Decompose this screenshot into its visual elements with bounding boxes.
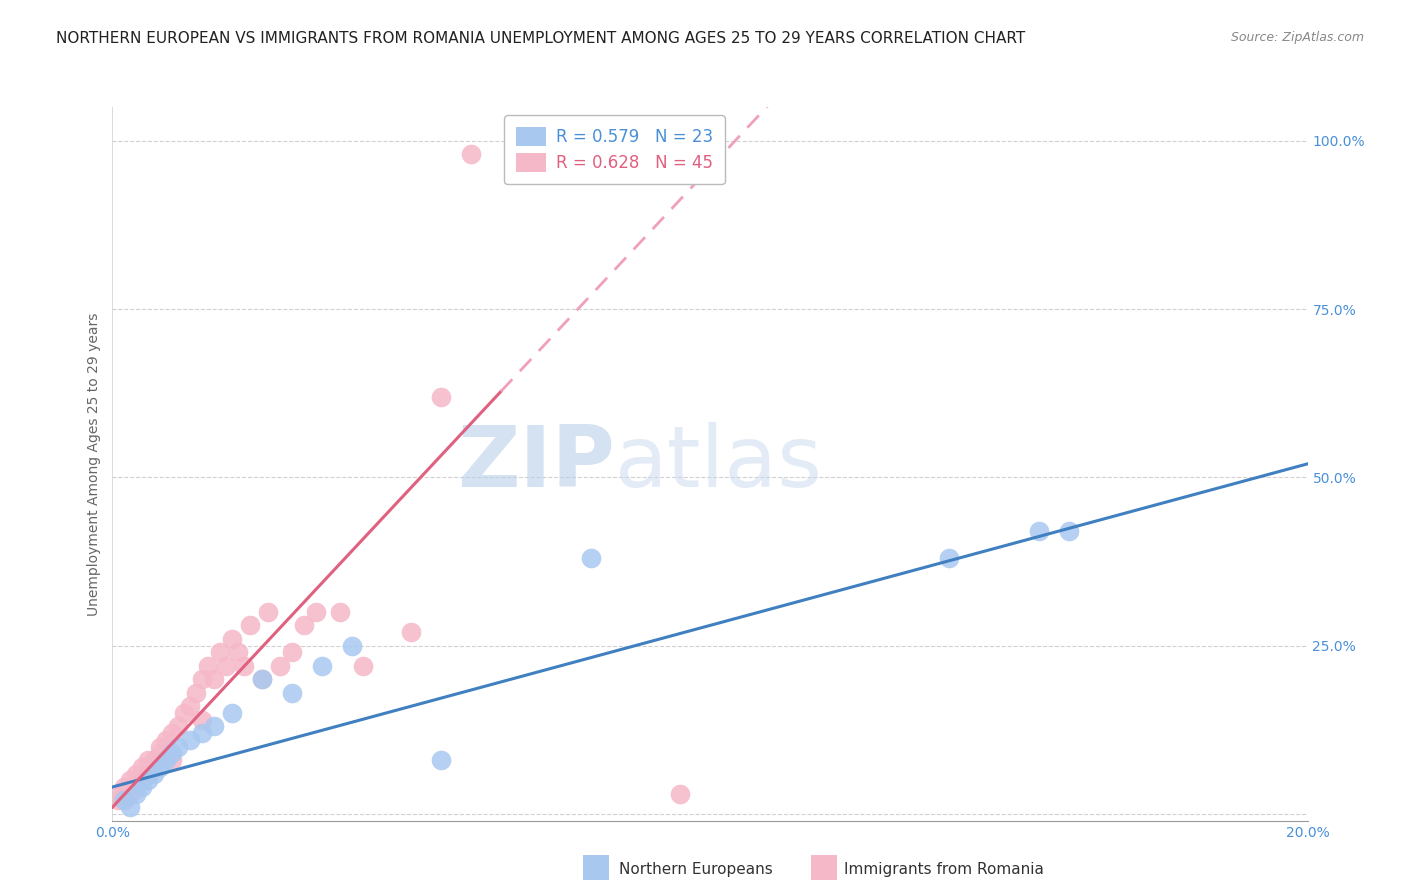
Point [226,645,249,659]
Point [167,739,190,754]
Point [401,625,423,640]
Point [155,732,177,747]
Point [138,766,160,780]
Point [162,753,183,767]
Point [149,739,172,754]
Text: NORTHERN EUROPEAN VS IMMIGRANTS FROM ROMANIA UNEMPLOYMENT AMONG AGES 25 TO 29 YE: NORTHERN EUROPEAN VS IMMIGRANTS FROM ROM… [56,31,1025,46]
Point [430,753,453,767]
Text: Northern Europeans: Northern Europeans [619,863,772,877]
Point [191,726,214,740]
Point [125,787,148,801]
Y-axis label: Unemployment Among Ages 25 to 29 years: Unemployment Among Ages 25 to 29 years [87,312,101,615]
Point [281,686,304,700]
Point [131,773,153,788]
Point [143,753,166,767]
Point [460,147,482,161]
Point [340,639,363,653]
Text: ZIP: ZIP [457,422,614,506]
Point [173,706,195,720]
Point [162,726,183,740]
Point [131,780,153,794]
Point [179,699,201,714]
Point [328,605,352,619]
Text: Immigrants from Romania: Immigrants from Romania [844,863,1043,877]
Point [281,645,304,659]
Point [197,658,219,673]
Point [149,747,172,761]
Text: atlas: atlas [614,422,823,506]
Point [114,793,135,807]
Point [311,658,333,673]
Point [114,793,135,807]
Point [257,605,280,619]
Point [938,551,960,566]
Point [579,551,602,566]
Point [208,645,231,659]
Point [167,719,190,733]
Point [191,713,214,727]
Point [107,793,129,807]
Point [138,753,160,767]
Point [232,658,256,673]
Point [114,780,135,794]
Point [155,753,177,767]
Point [131,760,153,774]
Point [138,773,160,788]
Point [107,787,129,801]
Point [1028,524,1050,538]
Point [269,658,291,673]
Point [143,766,166,780]
Point [143,760,166,774]
Point [221,706,243,720]
Point [202,719,225,733]
Legend: R = 0.579   N = 23, R = 0.628   N = 45: R = 0.579 N = 23, R = 0.628 N = 45 [505,115,724,184]
Point [162,747,183,761]
Point [125,766,148,780]
Point [202,673,225,687]
Point [186,686,208,700]
Point [250,673,273,687]
Point [669,787,692,801]
Point [179,732,201,747]
Point [125,780,148,794]
Point [120,800,142,814]
Point [304,605,326,619]
Point [120,787,142,801]
Point [149,760,172,774]
Point [239,618,262,632]
Text: Source: ZipAtlas.com: Source: ZipAtlas.com [1230,31,1364,45]
Point [430,390,453,404]
Point [1057,524,1080,538]
Point [352,658,374,673]
Point [215,658,238,673]
Point [191,673,214,687]
Point [120,773,142,788]
Point [292,618,315,632]
Point [221,632,243,646]
Point [250,673,273,687]
